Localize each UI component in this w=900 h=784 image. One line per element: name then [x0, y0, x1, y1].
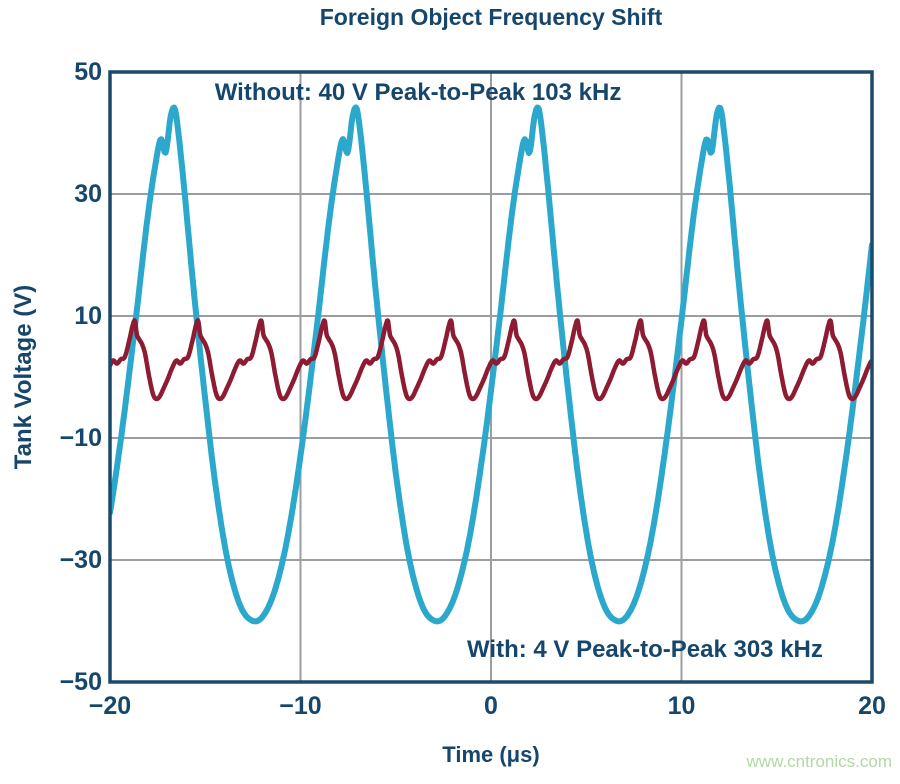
with-series-annotation: With: 4 V Peak-to-Peak 303 kHz [466, 636, 823, 664]
without-series-annotation: Without: 40 V Peak-to-Peak 103 kHz [214, 79, 622, 107]
with-foreign-object-line [110, 318, 872, 402]
x-tick-label: 0 [484, 692, 498, 720]
chart-title: Foreign Object Frequency Shift [319, 4, 663, 30]
x-tick-label: 10 [667, 692, 696, 720]
plot-frame [108, 70, 874, 684]
x-tick-label: −10 [279, 692, 322, 720]
x-tick-label: 20 [858, 692, 886, 720]
x-axis-label: Time (μs) [442, 742, 540, 767]
without-foreign-object-line [110, 104, 872, 625]
y-tick-label: 10 [74, 302, 102, 330]
y-tick-label: −30 [59, 546, 102, 574]
y-tick-label: −10 [59, 424, 102, 452]
y-tick-label: 50 [74, 58, 102, 86]
watermark-text: www.cntronics.com [746, 752, 892, 771]
x-tick-label: −20 [88, 692, 132, 720]
y-tick-label: −50 [59, 668, 102, 696]
y-tick-label: 30 [74, 180, 102, 208]
